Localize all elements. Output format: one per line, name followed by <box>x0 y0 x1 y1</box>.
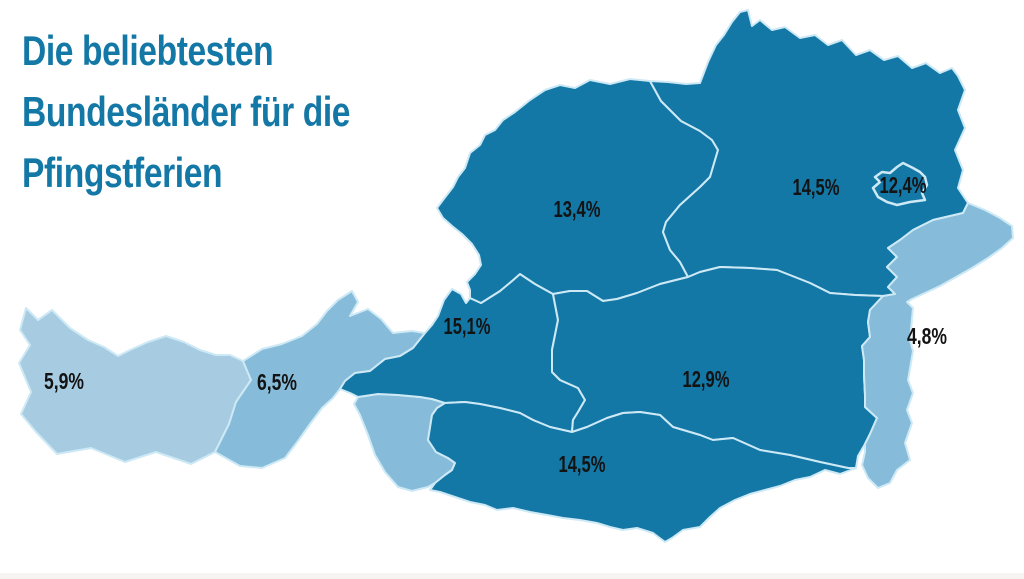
value-label-vorarlberg: 5,9% <box>44 368 84 394</box>
value-label-oberoesterreich: 13,4% <box>554 196 601 222</box>
value-label-burgenland: 4,8% <box>907 323 947 349</box>
footer-strip <box>0 573 1024 579</box>
value-label-salzburg: 15,1% <box>444 313 491 339</box>
value-label-tirol: 6,5% <box>257 369 297 395</box>
region-burgenland <box>861 202 1014 489</box>
value-label-steiermark: 12,9% <box>683 366 730 392</box>
title-line-3: Pfingstferien <box>22 149 223 196</box>
region-kaernten <box>427 401 857 543</box>
region-niederoesterreich <box>649 9 969 297</box>
page-title: Die beliebtesten Bundesländer für die Pf… <box>22 20 350 203</box>
title-line-1: Die beliebtesten <box>22 27 274 74</box>
title-line-2: Bundesländer für die <box>22 88 351 135</box>
value-label-wien: 12,4% <box>880 172 927 198</box>
value-label-niederoesterreich: 14,5% <box>793 174 840 200</box>
value-label-kaernten: 14,5% <box>559 451 606 477</box>
region-wien <box>871 161 929 207</box>
